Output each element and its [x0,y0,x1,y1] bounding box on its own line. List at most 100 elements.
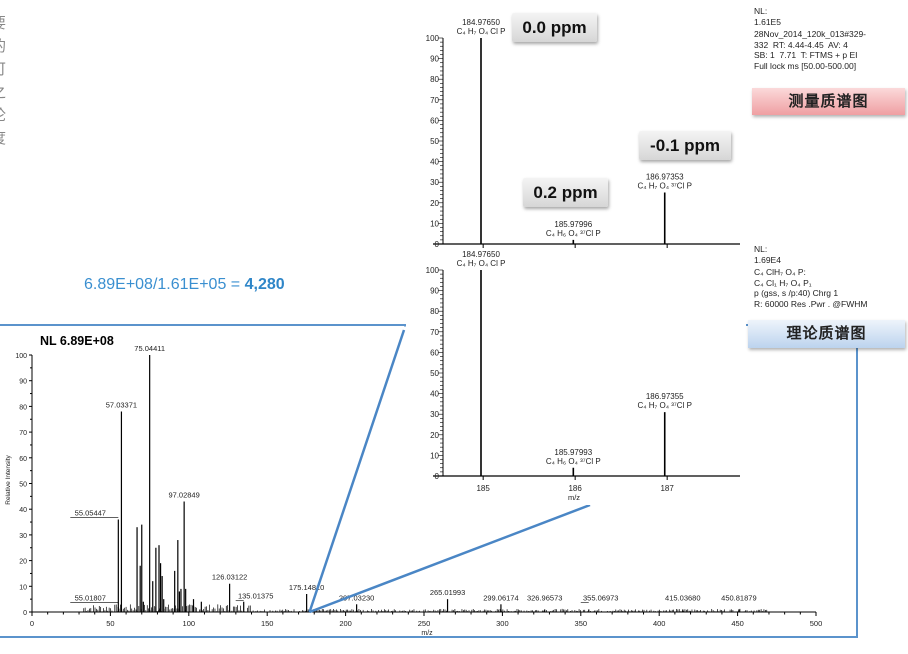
info-line: 28Nov_2014_120k_013#329- [754,29,867,39]
x-tick-label: 150 [261,619,274,628]
peak-formula: C₄ H₇ O₄ Cl P [457,27,506,36]
info-line: Full lock ms [50.00-500.00] [754,60,857,71]
peak-label: 75.04411 [134,344,165,353]
y-tick-label: 0 [435,472,440,481]
y-axis-label: Relative Intensity [5,455,12,505]
x-tick-label: 0 [30,619,34,628]
peak-label: 126.03122 [212,573,247,582]
cropped-side-text: 要 的 可 之 论 度 [0,12,7,150]
y-tick-label: 90 [430,287,439,296]
theoretical-spectrum-tag: 理论质谱图 [748,320,905,348]
y-tick-label: 40 [19,507,27,514]
side-char: 要 [0,12,7,35]
y-tick-label: 20 [19,559,27,566]
side-char: 论 [0,104,7,127]
side-char: 可 [0,58,7,81]
y-tick-label: 90 [430,55,439,64]
y-tick-label: 40 [430,158,439,167]
y-tick-label: 50 [430,137,439,146]
peak-label: 355.06973 [583,593,618,602]
peak-label: 415.03680 [665,593,700,602]
x-tick-label: 186 [568,484,582,493]
y-tick-label: 70 [430,96,439,105]
ratio-expression: 6.89E+08/1.61E+05 = [84,276,245,293]
side-char: 的 [0,35,7,58]
peak-label: 185.97996 [554,220,592,229]
y-tick-label: 80 [430,75,439,84]
x-tick-label: 450 [731,619,744,628]
x-tick-label: 350 [575,619,588,628]
info-line: 1.69E4 [754,254,781,265]
peak-formula: C₄ H₇ O₄ ³⁷Cl P [638,401,692,410]
y-tick-label: 10 [430,219,439,228]
peak-label: 184.97650 [462,250,500,259]
ppm-badge-top: 0.0 ppm [512,13,597,42]
chart-title: NL 6.89E+08 [40,334,114,348]
x-tick-label: 200 [339,619,352,628]
x-tick-label: 300 [496,619,509,628]
info-line: SB: 1 7.71 T: FTMS + p EI [754,50,858,60]
peak-label: 299.06174 [483,593,518,602]
info-line: C₄ ClH₇ O₄ P: [754,267,806,277]
x-tick-label: 500 [810,619,823,628]
x-tick-label: 400 [653,619,666,628]
peak-label: 97.02849 [168,490,199,499]
ppm-badge-mid: 0.2 ppm [523,178,608,207]
y-tick-label: 30 [430,410,439,419]
info-line: C₄ Cl₁ H₇ O₄ P₁ [754,277,812,288]
y-tick-label: 30 [19,533,27,540]
y-tick-label: 80 [19,404,27,411]
y-tick-label: 60 [430,348,439,357]
info-line: 332 RT: 4.44-4.45 AV: 4 [754,39,848,50]
y-tick-label: 100 [15,353,27,360]
info-line: p (gss, s /p:40) Chrg 1 [754,288,839,298]
peak-formula: C₄ H₇ O₄ ³⁷Cl P [638,182,692,191]
intensity-ratio: 6.89E+08/1.61E+05 = 4,280 [84,276,285,294]
y-tick-label: 10 [19,584,27,591]
y-tick-label: 90 [19,379,27,386]
peak-label: 207.03230 [339,593,374,602]
theoretical-spectrum-info: NL: 1.69E4 C₄ ClH₇ O₄ P: C₄ Cl₁ H₇ O₄ P₁ p (… [754,244,867,309]
x-tick-label: 100 [183,619,196,628]
peak-label: 55.01807 [75,593,106,602]
peak-label: 265.01993 [430,588,465,597]
y-tick-label: 80 [430,307,439,316]
info-line: NL: [754,6,768,16]
inset-background [406,0,746,505]
ratio-result: 4,280 [244,276,285,293]
peak-label: 184.97650 [462,18,500,27]
y-tick-label: 0 [435,240,440,249]
y-tick-label: 20 [430,431,439,440]
peak-label: 185.97993 [554,448,592,457]
y-tick-label: 100 [426,34,440,43]
y-tick-label: 70 [430,328,439,337]
peak-formula: C₄ H₆ O₄ ³⁷Cl P [546,229,601,238]
y-tick-label: 70 [19,430,27,437]
x-axis-label: m/z [568,493,580,502]
y-tick-label: 10 [430,451,439,460]
peak-label: 186.97353 [646,173,684,182]
peak-label: 55.05447 [75,508,106,517]
x-tick-label: 250 [418,619,431,628]
peak-label: 175.14810 [289,583,324,592]
ppm-badge-right: -0.1 ppm [639,131,731,160]
y-tick-label: 100 [426,266,440,275]
y-tick-label: 50 [430,369,439,378]
measured-spectrum-tag: 测量质谱图 [752,88,905,115]
side-char: 度 [0,127,7,150]
peak-formula: C₄ H₆ O₄ ³⁷Cl P [546,457,601,466]
y-tick-label: 20 [430,199,439,208]
zoom-line [309,503,591,614]
peak-label: 135.01375 [238,592,273,601]
info-line: 1.61E5 [754,16,781,27]
x-axis-label: m/z [421,630,433,637]
zoom-line [308,329,406,613]
peak-label: 450.81879 [721,593,756,602]
peak-label: 57.03371 [106,401,137,410]
peak-formula: C₄ H₇ O₄ Cl P [457,259,506,268]
measured-spectrum-info: NL: 1.61E5 28Nov_2014_120k_013#329- 332 RT:… [754,6,866,71]
y-tick-label: 0 [23,610,27,617]
info-line: R: 60000 Res .Pwr . @FWHM [754,298,868,309]
y-tick-label: 40 [430,390,439,399]
